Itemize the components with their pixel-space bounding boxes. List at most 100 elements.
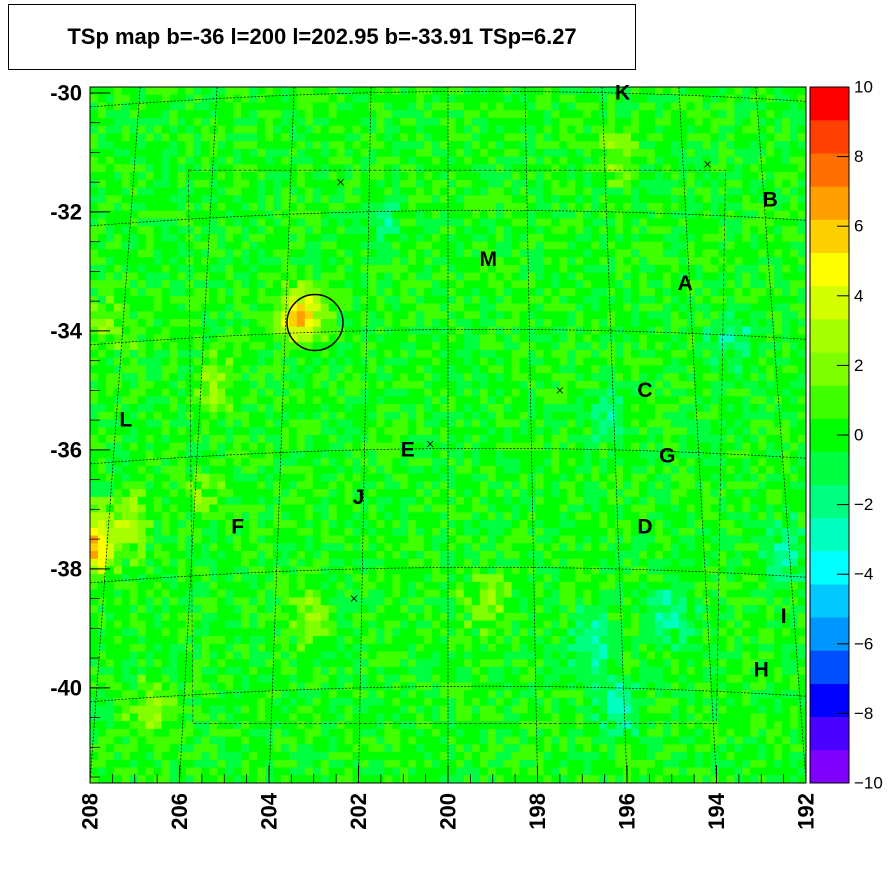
heatmap-cell xyxy=(591,311,600,320)
heatmap-cell xyxy=(121,110,131,119)
heatmap-cell xyxy=(726,419,735,428)
heatmap-cell xyxy=(209,404,218,413)
heatmap-cell xyxy=(448,450,457,459)
heatmap-cell xyxy=(583,226,592,235)
heatmap-cell xyxy=(471,203,481,212)
heatmap-cell xyxy=(543,156,552,165)
heatmap-cell xyxy=(710,419,719,428)
heatmap-cell xyxy=(280,311,290,320)
heatmap-cell xyxy=(591,117,600,127)
heatmap-cell xyxy=(145,380,155,389)
heatmap-cell xyxy=(177,427,186,436)
heatmap-cell xyxy=(185,458,194,467)
heatmap-cell xyxy=(129,435,139,444)
heatmap-cell xyxy=(145,512,155,521)
heatmap-cell xyxy=(296,388,306,397)
heatmap-cell xyxy=(217,342,226,351)
heatmap-cell xyxy=(392,172,401,181)
heatmap-cell xyxy=(686,319,696,328)
heatmap-cell xyxy=(257,288,266,297)
heatmap-cell xyxy=(710,179,719,188)
heatmap-cell xyxy=(686,94,696,103)
heatmap-cell xyxy=(257,311,266,320)
heatmap-cell xyxy=(185,496,194,505)
heatmap-cell xyxy=(440,179,449,188)
heatmap-cell xyxy=(201,373,210,382)
heatmap-cell xyxy=(471,365,481,374)
heatmap-cell xyxy=(670,117,680,127)
heatmap-cell xyxy=(774,349,783,359)
heatmap-cell xyxy=(185,125,194,134)
heatmap-cell xyxy=(105,280,115,289)
heatmap-cell xyxy=(129,419,139,428)
heatmap-cell xyxy=(750,303,759,312)
heatmap-cell xyxy=(503,218,513,227)
heatmap-cell xyxy=(495,419,505,428)
heatmap-cell xyxy=(479,117,489,127)
heatmap-cell xyxy=(153,365,162,374)
heatmap-cell xyxy=(145,203,155,212)
heatmap-cell xyxy=(272,110,282,119)
heatmap-cell xyxy=(328,311,338,320)
heatmap-cell xyxy=(137,319,147,328)
heatmap-cell xyxy=(265,373,274,382)
heatmap-cell xyxy=(448,141,457,150)
heatmap-cell xyxy=(408,396,417,405)
heatmap-cell xyxy=(249,365,258,374)
heatmap-cell xyxy=(599,172,608,181)
heatmap-cell xyxy=(121,380,131,389)
heatmap-cell xyxy=(145,357,155,366)
heatmap-cell xyxy=(630,249,640,258)
heatmap-cell xyxy=(630,334,640,343)
heatmap-cell xyxy=(448,357,457,366)
heatmap-cell xyxy=(575,411,584,420)
heatmap-cell xyxy=(463,133,473,142)
heatmap-cell xyxy=(241,319,250,328)
heatmap-cell xyxy=(694,357,703,366)
heatmap-cell xyxy=(774,233,783,243)
heatmap-cell xyxy=(511,125,520,134)
heatmap-cell xyxy=(623,249,632,258)
heatmap-cell xyxy=(408,404,417,413)
heatmap-cell xyxy=(551,380,560,389)
heatmap-cell xyxy=(646,419,656,428)
heatmap-cell xyxy=(328,117,338,127)
heatmap-cell xyxy=(607,164,616,173)
heatmap-cell xyxy=(463,288,473,297)
heatmap-cell xyxy=(591,172,600,181)
heatmap-cell xyxy=(734,311,743,320)
heatmap-cell xyxy=(376,233,385,243)
heatmap-cell xyxy=(209,496,218,505)
heatmap-cell xyxy=(495,489,505,498)
heatmap-cell xyxy=(217,272,226,281)
heatmap-cell xyxy=(662,311,672,320)
heatmap-cell xyxy=(384,442,393,451)
heatmap-cell xyxy=(519,450,528,459)
heatmap-cell xyxy=(296,411,306,420)
heatmap-cell xyxy=(455,380,465,389)
heatmap-cell xyxy=(575,473,584,482)
heatmap-cell xyxy=(209,156,218,165)
heatmap-cell xyxy=(440,241,449,250)
heatmap-cell xyxy=(575,195,584,204)
heatmap-cell xyxy=(201,156,210,165)
heatmap-cell xyxy=(185,404,194,413)
heatmap-cell xyxy=(257,272,266,281)
heatmap-cell xyxy=(654,257,664,266)
heatmap-cell xyxy=(591,419,600,428)
heatmap-cell xyxy=(392,458,401,467)
heatmap-cell xyxy=(591,203,600,212)
heatmap-cell xyxy=(312,110,322,119)
heatmap-cell xyxy=(392,218,401,227)
heatmap-cell xyxy=(312,94,322,103)
heatmap-cell xyxy=(742,404,751,413)
heatmap-cell xyxy=(376,496,385,505)
heatmap-cell xyxy=(623,357,632,366)
heatmap-cell xyxy=(678,241,688,250)
heatmap-cell xyxy=(734,218,743,227)
heatmap-cell xyxy=(527,489,536,498)
heatmap-cell xyxy=(702,226,711,235)
heatmap-cell xyxy=(384,203,393,212)
heatmap-cell xyxy=(344,117,353,127)
heatmap-cell xyxy=(495,272,505,281)
